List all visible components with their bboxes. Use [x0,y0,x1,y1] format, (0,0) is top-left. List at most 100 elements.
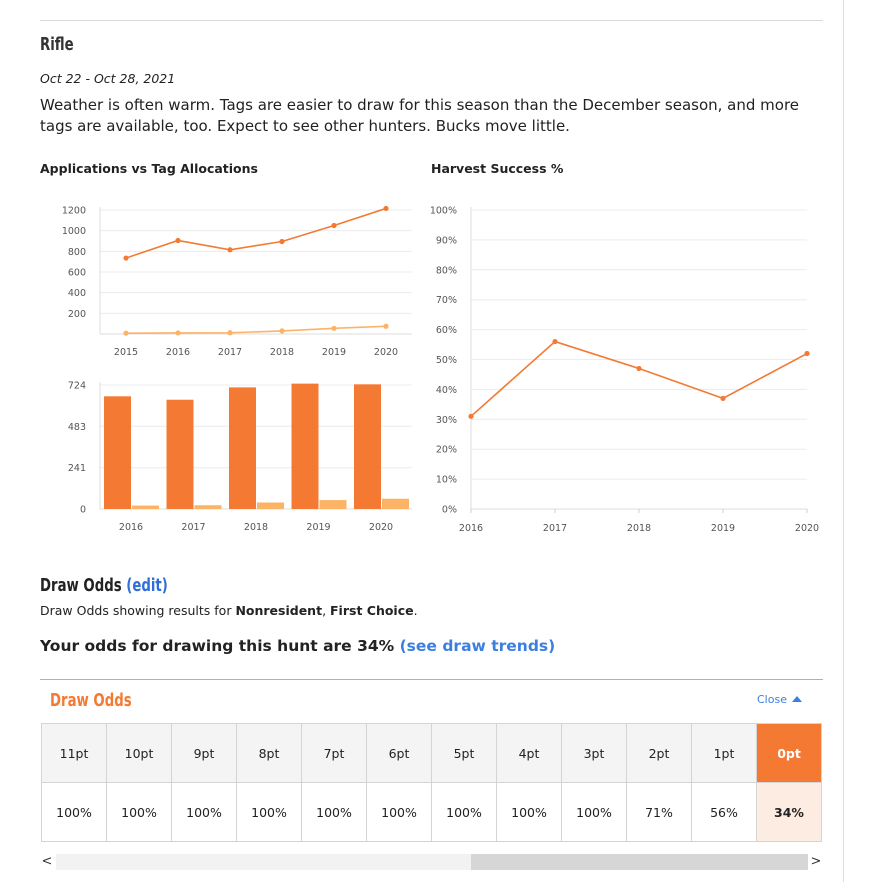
data-point [175,330,181,336]
y-tick-label: 1000 [62,226,86,237]
x-tick-label: 2019 [322,347,346,358]
residency-value: Nonresident [235,603,323,618]
odds-text: Your odds for drawing this hunt are 34% [40,637,395,655]
data-point [383,323,389,329]
data-point [123,255,129,261]
odds-cell: 34% [756,782,822,842]
y-tick-label: 241 [68,463,86,474]
data-point [552,338,558,345]
x-tick-label: 2018 [270,347,294,358]
y-tick-label: 0 [80,505,86,516]
odds-cell: 100% [41,782,107,842]
x-tick-label: 2018 [244,522,268,533]
x-tick-label: 2016 [166,347,190,358]
choice-value: First Choice [330,603,414,618]
applications-line-chart: 200 400 600 800 1000 1200 2015 2016 2017 2018 2019… [62,205,412,358]
applications-chart-title: Applications vs Tag Allocations [40,161,258,176]
x-tick-label: 2016 [119,522,143,533]
y-tick-label: 80% [436,265,457,276]
y-tick-label: 400 [68,288,86,299]
odds-cell: 100% [301,782,367,842]
divider [40,20,823,21]
season-dates: Oct 22 - Oct 28, 2021 [40,71,176,86]
points-cell: 9pt [171,723,237,783]
x-tick-label: 2017 [543,523,567,534]
y-tick-label: 800 [68,247,86,258]
bar-tags [257,502,284,509]
y-tick-label: 60% [436,325,457,336]
y-tick-label: 1200 [62,206,86,217]
close-label: Close [757,693,787,706]
y-tick-label: 40% [436,385,457,396]
points-cell: 6pt [366,723,432,783]
x-tick-label: 2019 [306,522,330,533]
y-tick-label: 100% [430,206,457,217]
odds-cell: 100% [496,782,562,842]
odds-cell: 100% [171,782,237,842]
series-line-1 [125,207,387,259]
bar-applications [291,383,319,509]
panel-divider [40,679,823,680]
y-tick-label: 724 [68,381,86,392]
data-point [383,205,389,212]
y-tick-label: 0% [442,505,457,516]
data-point [227,330,233,336]
edit-link[interactable]: (edit) [126,575,168,596]
y-tick-label: 50% [436,355,457,366]
bar-tags [382,498,409,509]
harvest-chart-title: Harvest Success % [431,161,564,176]
chevron-left-icon[interactable]: < [41,854,53,869]
y-tick-label: 90% [436,235,457,246]
data-point [175,237,181,244]
y-tick-label: 200 [68,309,86,320]
close-button[interactable]: Close [757,693,802,706]
x-tick-label: 2020 [374,347,398,358]
bar-applications [104,396,131,509]
odds-cell: 71% [626,782,692,842]
points-cell: 3pt [561,723,627,783]
odds-cell: 100% [561,782,627,842]
y-tick-label: 20% [436,445,457,456]
bar-applications [354,384,381,509]
y-tick-label: 70% [436,295,457,306]
bar-applications [166,399,194,509]
season-title: Rifle [40,34,74,55]
points-cell: 2pt [626,723,692,783]
data-point [279,238,285,245]
x-tick-label: 2020 [795,523,819,534]
data-point [279,328,285,334]
caret-up-icon [791,696,802,702]
data-point [227,247,233,253]
chevron-right-icon[interactable]: > [810,854,822,869]
points-cell: 7pt [301,723,367,783]
scrollbar-thumb[interactable] [471,854,808,870]
x-tick-label: 2019 [711,523,735,534]
data-point [804,350,810,357]
y-tick-label: 600 [68,268,86,279]
subtitle-separator: , [322,603,331,618]
odds-cell: 100% [106,782,172,842]
data-point [331,222,337,229]
bar-tags [194,505,222,509]
points-row: 11pt 10pt 9pt 8pt 7pt 6pt 5pt 4pt 3pt 2pt 1pt 0pt [41,723,822,783]
season-description: Weather is often warm. Tags are easier t… [40,96,800,135]
draw-odds-panel-title: Draw Odds [50,690,132,711]
odds-cell: 100% [236,782,302,842]
draw-trends-link[interactable]: (see draw trends) [399,637,556,655]
y-tick-label: 483 [68,422,86,433]
x-tick-label: 2017 [181,522,205,533]
draw-odds-subtitle: Draw Odds showing results for Nonresiden… [40,603,418,618]
draw-odds-summary: Your odds for drawing this hunt are 34% … [40,637,555,655]
x-tick-label: 2020 [369,522,393,533]
data-point [123,330,129,336]
odds-cell: 56% [691,782,757,842]
bar-tags [319,500,347,509]
draw-odds-title: Draw Odds [40,575,122,596]
x-tick-label: 2017 [218,347,242,358]
points-cell: 5pt [431,723,497,783]
harvest-success-line-chart: 0% 10% 20% 30% 40% 50% 60% 70% 80% 90% 100% 2016 201… [430,206,819,535]
draw-odds-table: 11pt 10pt 9pt 8pt 7pt 6pt 5pt 4pt 3pt 2pt 1pt 0pt 1… [41,723,822,842]
y-tick-label: 30% [436,415,457,426]
points-cell: 10pt [106,723,172,783]
odds-cell: 100% [431,782,497,842]
